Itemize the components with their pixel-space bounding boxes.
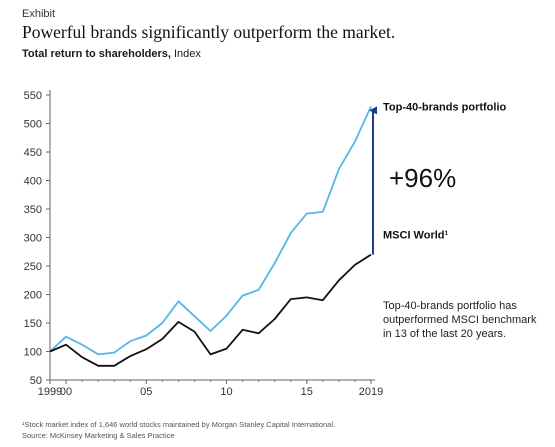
y-tick-label: 100 [24, 347, 42, 359]
x-tick-label: 2019 [359, 386, 383, 398]
y-tick-label: 450 [24, 147, 42, 159]
subtitle-unit: Index [170, 48, 201, 60]
y-tick-label: 200 [24, 290, 42, 302]
source-note: Source: McKinsey Marketing & Sales Pract… [22, 431, 175, 440]
y-tick-label: 550 [24, 90, 42, 102]
chart-subtitle: Total return to shareholders, Index [22, 48, 201, 60]
y-tick-label: 400 [24, 176, 42, 188]
y-tick-label: 250 [24, 261, 42, 273]
x-tick-label: 10 [220, 386, 232, 398]
msci-series-label: MSCI World¹ [383, 230, 449, 242]
footnote: ¹Stock market index of 1,646 world stock… [22, 420, 336, 429]
outperformance-label: +96% [389, 163, 456, 193]
x-tick-label: 15 [301, 386, 313, 398]
y-tick-label: 50 [30, 375, 42, 387]
x-tick-label: 05 [140, 386, 152, 398]
exhibit-label: Exhibit [22, 8, 56, 20]
msci-series-line [49, 253, 372, 367]
y-tick-label: 500 [24, 119, 42, 131]
y-tick-label: 150 [24, 318, 42, 330]
x-tick-label: 1999 [38, 386, 62, 398]
brands-series-line [49, 106, 372, 356]
x-tick-label: 00 [60, 386, 72, 398]
brands-series-label: Top-40-brands portfolio [383, 101, 507, 113]
subtitle-bold: Total return to shareholders, [22, 48, 171, 60]
y-tick-label: 350 [24, 204, 42, 216]
chart-title: Powerful brands significantly outperform… [22, 22, 396, 42]
y-tick-label: 300 [24, 233, 42, 245]
outperformance-note: Top-40-brands portfolio has outperformed… [383, 300, 537, 340]
